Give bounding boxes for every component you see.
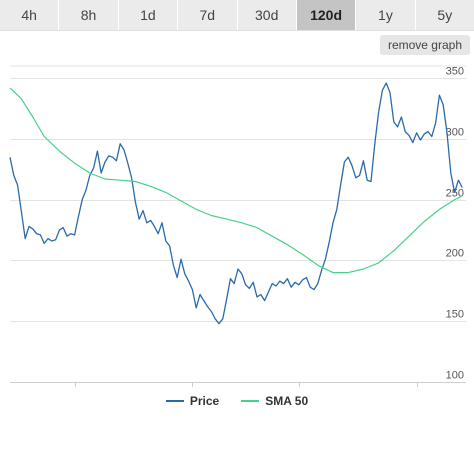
price-chart: 100150200250300350Jan '26Feb '26Mar '26A…	[9, 65, 466, 387]
price-line-swatch	[165, 400, 184, 402]
y-tick-label-350: 350	[446, 66, 464, 78]
y-tick-label-300: 300	[446, 127, 464, 139]
remove-graph-button[interactable]: remove graph	[379, 35, 470, 55]
range-tabs: 4h 8h 1d 7d 30d 120d 1y 5y	[0, 0, 474, 31]
tab-4h[interactable]: 4h	[0, 0, 60, 30]
tab-120d[interactable]: 120d	[296, 0, 357, 30]
chart-legend: Price SMA 50	[0, 393, 474, 409]
legend-label-price: Price	[189, 394, 220, 408]
tab-8h[interactable]: 8h	[59, 0, 119, 30]
tab-5y[interactable]: 5y	[437, 7, 453, 23]
tab-1d[interactable]: 1d	[119, 0, 179, 30]
tab-7d[interactable]: 7d	[178, 0, 238, 30]
y-tick-label-100: 100	[446, 370, 464, 382]
y-tick-label-200: 200	[446, 248, 464, 260]
legend-item-price[interactable]: Price	[165, 394, 220, 408]
legend-item-sma-50[interactable]: SMA 50	[241, 394, 308, 408]
sma-50-line	[9, 87, 463, 274]
y-tick-label-250: 250	[446, 188, 464, 200]
price-line	[9, 82, 463, 325]
legend-label-sma-50: SMA 50	[265, 394, 309, 408]
y-tick-label-150: 150	[446, 309, 464, 321]
tab-30d[interactable]: 30d	[238, 0, 297, 30]
sma-line-swatch	[241, 400, 260, 402]
tab-1y[interactable]: 1y	[356, 0, 416, 30]
